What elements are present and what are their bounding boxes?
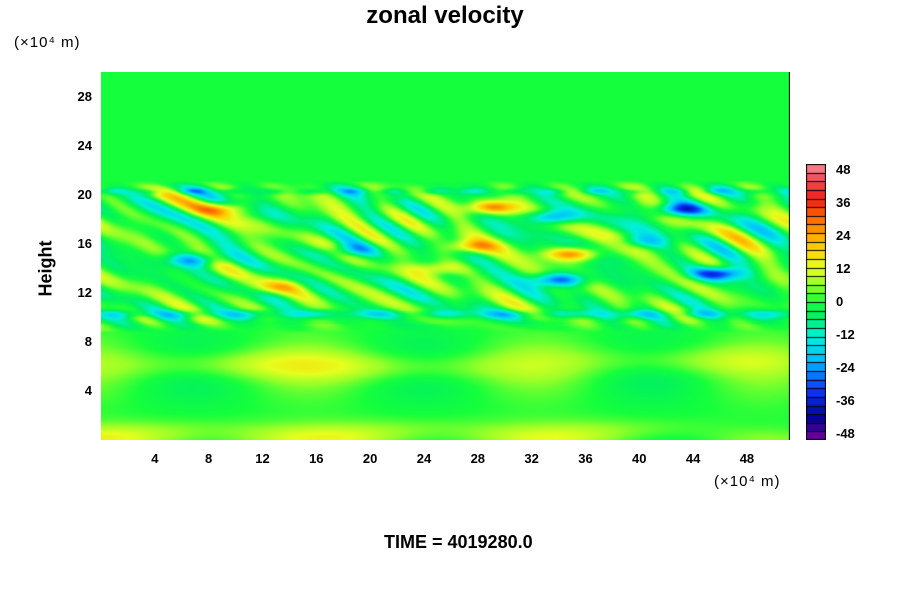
y-tick-label: 24 [77, 137, 92, 153]
colorbar-tick-label: 36 [836, 195, 851, 210]
x-tick-label: 40 [632, 451, 647, 466]
colorbar-tick-label: 12 [836, 261, 851, 276]
colorbar-tick-label: -12 [836, 327, 855, 342]
x-tick-label: 48 [739, 451, 755, 466]
x-tick-label: 32 [524, 451, 539, 466]
colorbar [806, 164, 826, 440]
x-tick-label: 8 [205, 451, 213, 466]
x-axis-unit: (×10⁴ m) [714, 473, 781, 490]
time-label: TIME = 4019280.0 [384, 532, 533, 552]
colorbar-tick-label: -36 [836, 393, 855, 408]
y-tick-label: 8 [84, 333, 92, 349]
x-tick-label: 24 [416, 451, 432, 466]
y-tick-label: 4 [84, 382, 92, 398]
y-tick-label: 12 [77, 284, 92, 300]
colorbar-tick-label: 0 [836, 294, 844, 309]
x-tick-label: 12 [255, 451, 270, 466]
y-axis-unit: (×10⁴ m) [14, 34, 81, 51]
y-tick-label: 20 [77, 186, 92, 202]
colorbar-tick-label: -24 [836, 360, 855, 375]
x-tick-label: 4 [151, 451, 159, 466]
chart-title: zonal velocity [366, 2, 524, 29]
zonal-velocity-field [101, 72, 790, 440]
x-tick-label: 44 [685, 451, 701, 466]
x-tick-label: 28 [470, 451, 486, 466]
colorbar-tick-label: 48 [836, 162, 851, 177]
y-axis-label: Height [35, 240, 56, 297]
y-tick-label: 16 [77, 235, 92, 251]
x-tick-label: 16 [309, 451, 324, 466]
y-tick-label: 28 [77, 88, 92, 104]
x-tick-label: 20 [362, 451, 378, 466]
x-tick-label: 36 [578, 451, 593, 466]
colorbar-tick-label: -48 [836, 426, 855, 441]
colorbar-tick-label: 24 [836, 228, 851, 243]
